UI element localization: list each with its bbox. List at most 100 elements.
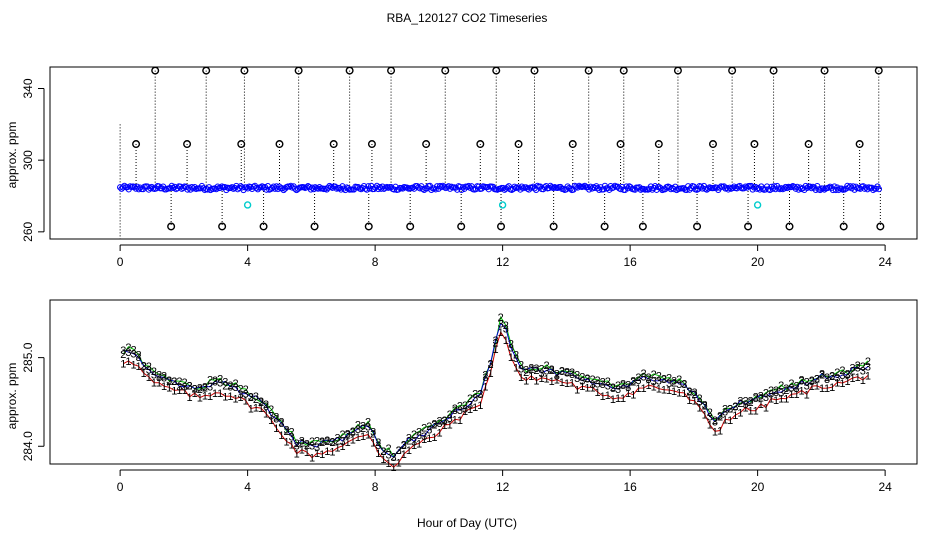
- series-2-marker: 2: [171, 376, 177, 388]
- series-3-marker: 3: [518, 364, 524, 376]
- series-3-marker: 3: [345, 429, 351, 441]
- series-3-marker: 3: [238, 389, 244, 401]
- series-2-marker: 2: [299, 438, 305, 450]
- baseline-point: [438, 183, 445, 191]
- series-1-marker: 1: [217, 388, 223, 400]
- spike-point: [728, 66, 737, 75]
- series-3-marker: 3: [544, 366, 550, 378]
- baseline-point: [742, 183, 749, 190]
- series-2-marker: 2: [748, 397, 754, 409]
- spike-point: [294, 66, 303, 75]
- baseline-point: [792, 185, 799, 192]
- series-2-marker: 2: [141, 361, 147, 373]
- series-2-marker: 2: [391, 451, 397, 463]
- series-2-marker: 2: [498, 312, 504, 324]
- baseline-point: [158, 185, 165, 192]
- series-2-marker: 2: [207, 375, 213, 387]
- series-2-marker: 2: [447, 409, 453, 421]
- baseline-point: [253, 184, 260, 192]
- series-3-marker: 3: [426, 424, 432, 436]
- series-3-marker: 3: [783, 383, 789, 395]
- series-2-marker: 2: [426, 421, 432, 433]
- series-3-marker: 3: [589, 379, 595, 391]
- series-2-marker: 2: [768, 385, 774, 397]
- top-spike-stems: [119, 70, 881, 239]
- series-2-marker: 2: [523, 367, 529, 379]
- baseline-point: [518, 183, 525, 190]
- baseline-point: [723, 184, 730, 192]
- spike-point: [654, 140, 663, 149]
- series-3-marker: 3: [727, 404, 733, 416]
- series-2-marker: 2: [238, 384, 244, 396]
- series-3-marker: 3: [844, 370, 850, 382]
- series-3-marker: 3: [732, 402, 738, 414]
- series-1-marker: 1: [615, 393, 621, 405]
- series-1-marker: 1: [584, 382, 590, 394]
- baseline-point: [623, 183, 630, 190]
- baseline-point: [657, 185, 664, 192]
- series-3-marker: 3: [289, 431, 295, 443]
- baseline-point: [228, 184, 236, 191]
- series-1-marker: 1: [799, 385, 805, 397]
- series-1-marker: 1: [865, 371, 871, 383]
- series-3-marker: 3: [671, 375, 677, 387]
- spike-point: [804, 140, 813, 149]
- series-1-marker: 1: [136, 361, 142, 373]
- series-3-marker: 3: [294, 441, 300, 453]
- series-1-marker: 1: [238, 392, 244, 404]
- series-2-marker: 2: [615, 380, 621, 392]
- spike-point: [151, 66, 160, 75]
- series-1-marker: 1: [350, 434, 356, 446]
- series-2-marker: 2: [329, 437, 335, 449]
- series-2-marker: 2: [365, 417, 371, 429]
- series-2-marker: 2: [493, 338, 499, 350]
- series-3-marker: 3: [829, 371, 835, 383]
- series-1-marker: 1: [345, 437, 351, 449]
- series-2-marker: 2: [268, 404, 274, 416]
- series-3-marker: 3: [763, 392, 769, 404]
- series-3-marker: 3: [141, 361, 147, 373]
- series-3-marker: 3: [472, 393, 478, 405]
- series-2-marker: 2: [717, 412, 723, 424]
- series-1-marker: 1: [248, 404, 254, 416]
- baseline-point: [217, 184, 224, 191]
- series-1-marker: 1: [850, 373, 856, 385]
- series-3-marker: 3: [804, 381, 810, 393]
- series-3-marker: 3: [538, 368, 544, 380]
- spike-point: [855, 140, 864, 149]
- series-3-marker: 3: [365, 422, 371, 434]
- series-3-marker: 3: [646, 374, 652, 386]
- baseline-point: [337, 186, 345, 193]
- series-1-marker: 1: [166, 382, 172, 394]
- series-3-marker: 3: [406, 433, 412, 445]
- series-2-marker: 2: [304, 440, 310, 452]
- top-x-tick-label: 24: [878, 255, 892, 269]
- series-1-marker: 1: [151, 378, 157, 390]
- series-1-marker: 1: [181, 385, 187, 397]
- series-1-marker: 1: [748, 406, 754, 418]
- series-3-marker: 3: [487, 359, 493, 371]
- series-2-marker: 2: [411, 429, 417, 441]
- top-y-axis-label: approx. ppm: [5, 122, 19, 189]
- series-2-marker: 2: [824, 372, 830, 384]
- top-plot-frame: [49, 66, 918, 240]
- series-2-marker: 2: [686, 387, 692, 399]
- baseline-point: [373, 182, 380, 189]
- series-1-marker: 1: [278, 430, 284, 442]
- series-1-marker: 1: [467, 404, 473, 416]
- series-1-marker: 1: [416, 438, 422, 450]
- series-3-marker: 3: [595, 379, 601, 391]
- series-3-marker: 3: [574, 373, 580, 385]
- flagged-point: [243, 201, 252, 209]
- series-2-marker: 2: [243, 384, 249, 396]
- series-3-marker: 3: [391, 452, 397, 464]
- series-2-marker: 2: [232, 378, 238, 390]
- baseline-point: [778, 185, 785, 192]
- series-3-marker: 3: [676, 379, 682, 391]
- bottom-plot-frame: [49, 299, 918, 465]
- series-1-marker: 1: [202, 390, 208, 402]
- baseline-point: [574, 184, 581, 191]
- series-1-marker: 1: [396, 458, 402, 470]
- series-3-marker: 3: [477, 389, 483, 401]
